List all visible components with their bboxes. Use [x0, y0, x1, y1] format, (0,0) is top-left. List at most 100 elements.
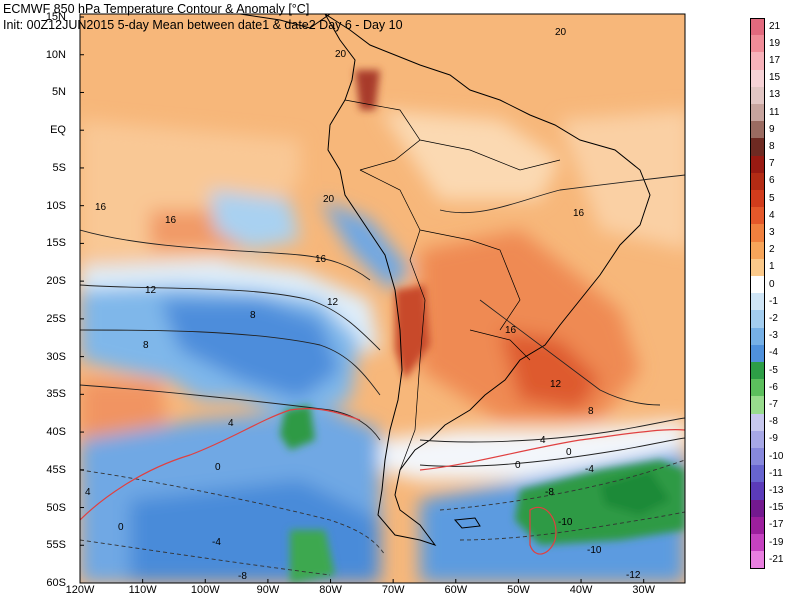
- colorbar-label: 17: [769, 55, 781, 66]
- border-6: [469, 329, 531, 361]
- contour-neg8-east: [459, 511, 685, 541]
- anomaly-green-south: [290, 530, 335, 583]
- contour-label: 12: [550, 379, 562, 390]
- colorbar-swatch: [750, 258, 765, 276]
- colorbar-label: -11: [769, 467, 783, 479]
- south-america-coast: [324, 14, 651, 546]
- contour-8: [80, 329, 381, 396]
- contour-16: [80, 229, 371, 281]
- contour-4-east: [419, 417, 685, 443]
- colorbar-swatch: [750, 69, 765, 87]
- zero-anomaly-contours: [80, 408, 685, 555]
- colorbar-label: 9: [769, 123, 775, 135]
- colorbar-swatch: [750, 551, 765, 570]
- lon-label: 50W: [507, 584, 530, 596]
- contour-label: -4: [212, 537, 221, 548]
- zero-line-atlantic: [419, 429, 685, 471]
- colorbar-label: -7: [769, 399, 778, 410]
- lat-label: 40S: [46, 426, 66, 439]
- country-borders: [344, 99, 561, 471]
- colorbar-label: 8: [769, 141, 775, 152]
- lat-label: EQ: [50, 124, 66, 137]
- colorbar-swatch: [750, 104, 765, 122]
- lon-label: 70W: [381, 584, 405, 596]
- colorbar-label: 6: [769, 175, 775, 187]
- anomaly-green-atlantic-core: [600, 470, 670, 515]
- temperature-contours: [80, 174, 685, 467]
- colorbar-swatch: [750, 396, 765, 414]
- colorbar-label: 13: [769, 89, 781, 101]
- contour-label: 4: [540, 435, 546, 446]
- contour-12: [80, 284, 381, 351]
- axis-ticks: [79, 16, 645, 584]
- contour-label: -10: [587, 545, 602, 556]
- colorbar-swatch: [750, 327, 765, 345]
- colorbar-swatch: [750, 18, 765, 37]
- colorbar-label: -5: [769, 364, 778, 376]
- contour-label: 0: [215, 462, 221, 473]
- contour-label: 20: [323, 194, 335, 205]
- colorbar-swatch: [750, 534, 765, 552]
- colorbar-label: -8: [769, 416, 778, 428]
- colorbar-label: 3: [769, 227, 775, 238]
- colorbar-label: 5: [769, 192, 775, 204]
- contour-label-group: 20 20 16 16 20 16 16 12 12 8 8 4 4 0 0 1…: [85, 27, 641, 582]
- colorbar-swatch: [750, 310, 765, 328]
- contour-label: -12: [626, 570, 641, 581]
- contour-label: 16: [165, 215, 177, 226]
- colorbar-swatch: [750, 499, 765, 517]
- lon-label: 60W: [444, 584, 468, 596]
- neg10-line: [529, 506, 557, 555]
- colorbar-label: -13: [769, 485, 784, 496]
- colorbar-label: 4: [769, 209, 775, 221]
- colorbar-label: 2: [769, 244, 775, 256]
- contour-label: -8: [545, 487, 554, 498]
- anomaly-colombia-andes: [355, 70, 380, 110]
- lat-label: 10N: [45, 48, 66, 61]
- lat-label: 55S: [46, 539, 66, 552]
- contour-label: 4: [228, 418, 234, 429]
- contour-label: 12: [145, 285, 157, 296]
- colorbar-label: -21: [769, 553, 784, 565]
- lat-label: 5S: [52, 161, 66, 174]
- contour-label: -4: [585, 464, 594, 475]
- colorbar-label: -6: [769, 381, 778, 393]
- colorbar-swatch: [750, 276, 765, 294]
- lon-label: 100W: [190, 584, 220, 596]
- colorbar-label: -4: [769, 347, 778, 359]
- anomaly-warm-max: [500, 330, 600, 410]
- colorbar-label: 21: [769, 20, 781, 32]
- colorbar-swatch: [750, 465, 765, 483]
- colorbar-swatch: [750, 190, 765, 208]
- colorbar-label: -17: [769, 519, 784, 531]
- contour-label: -10: [558, 517, 573, 528]
- lat-label: 15S: [46, 237, 66, 250]
- anomaly-atlantic-light: [560, 110, 685, 249]
- coastlines: [239, 14, 651, 546]
- colorbar-label: 11: [769, 106, 780, 118]
- colorbar-label: -19: [769, 536, 784, 548]
- chart-title: ECMWF 850 hPa Temperature Contour & Anom…: [3, 2, 310, 16]
- negative-contours: [80, 459, 685, 576]
- colorbar-label: -9: [769, 433, 778, 445]
- contour-label: 0: [566, 447, 572, 458]
- lat-label: 5N: [51, 86, 66, 99]
- contour-label: -8: [238, 571, 247, 582]
- lat-label: 30S: [46, 350, 66, 363]
- colorbar-swatch: [750, 224, 765, 242]
- lon-label: 90W: [256, 584, 280, 596]
- colorbar-label: -3: [769, 330, 778, 342]
- anomaly-field: 20 20 16 16 20 16 16 12 12 8 8 4 4 0 0 1…: [80, 14, 685, 583]
- lon-label: 120W: [65, 584, 95, 596]
- contour-label: 8: [250, 310, 256, 321]
- anomaly-amazon-light: [380, 110, 560, 200]
- plot-frame: [79, 13, 686, 584]
- colorbar-swatch: [750, 293, 765, 311]
- colorbar-swatch: [750, 52, 765, 70]
- colorbar-label: -1: [769, 295, 778, 307]
- colorbar-label: 7: [769, 158, 775, 170]
- colorbar-label: -10: [769, 450, 784, 462]
- border-5: [399, 259, 426, 471]
- lon-label: 30W: [632, 584, 655, 596]
- colorbar-label: -2: [769, 313, 778, 324]
